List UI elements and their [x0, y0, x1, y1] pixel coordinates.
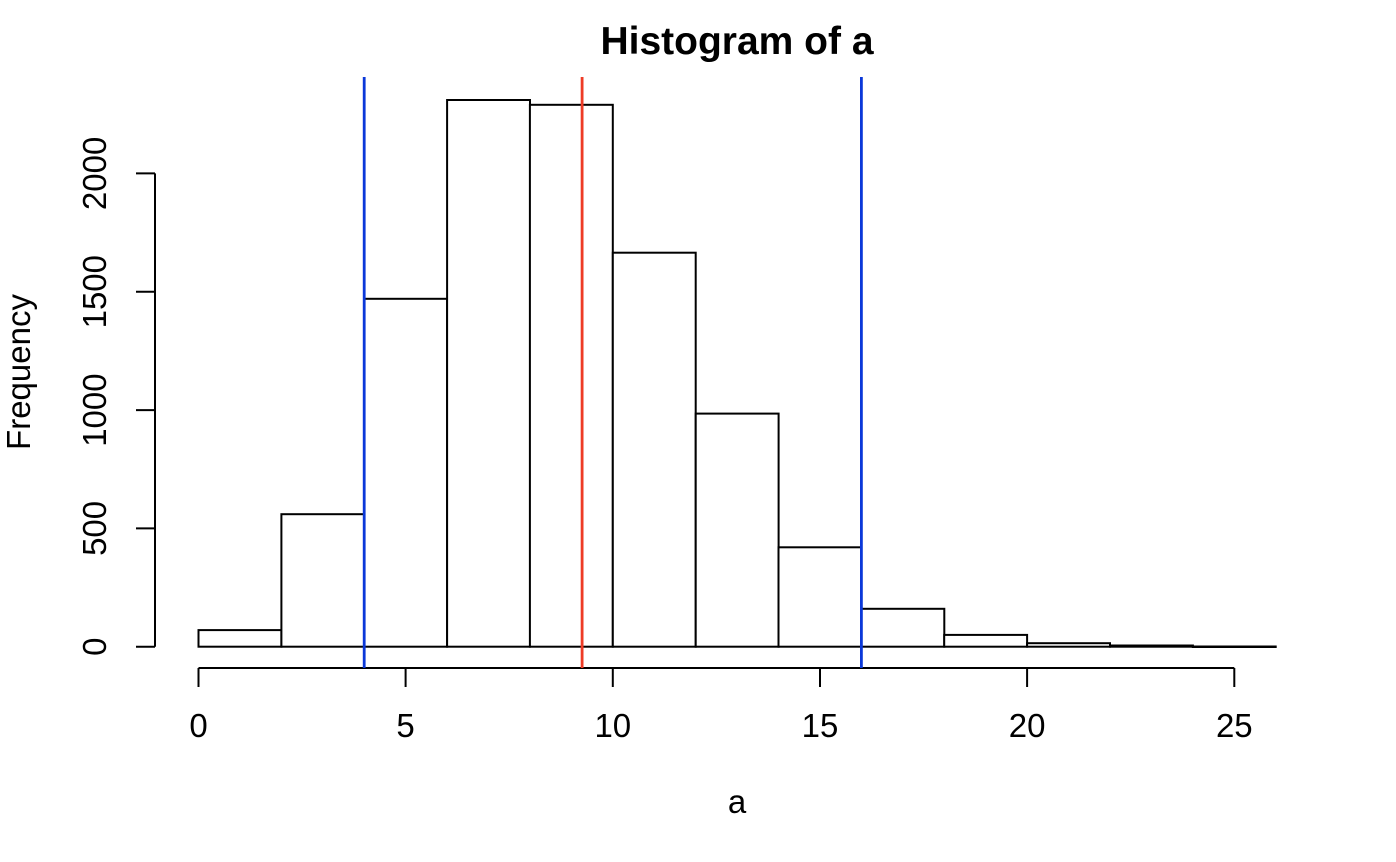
- y-axis-label: Frequency: [0, 294, 37, 450]
- histogram-bar: [363, 297, 449, 648]
- x-axis-label: a: [728, 783, 747, 820]
- histogram-bar: [446, 99, 532, 648]
- histogram-bar: [528, 103, 614, 648]
- histogram-bar: [777, 546, 863, 648]
- x-tick-label: 20: [1009, 707, 1046, 744]
- y-tick-label: 1500: [76, 255, 113, 328]
- chart-title: Histogram of a: [600, 20, 873, 63]
- axes-group: 0 5 10 15 20 25 0 500 1000 1500 2000: [76, 137, 1253, 744]
- y-tick-label: 1000: [76, 373, 113, 446]
- reference-lines-group: [362, 77, 863, 668]
- x-tick-label: 5: [396, 707, 414, 744]
- bars-group: [197, 99, 1277, 648]
- histogram-bar: [860, 607, 946, 648]
- y-tick-label: 2000: [76, 137, 113, 210]
- x-tick-label: 25: [1216, 707, 1253, 744]
- histogram-bar: [197, 629, 283, 648]
- x-tick-label: 10: [594, 707, 631, 744]
- x-tick-label: 15: [802, 707, 839, 744]
- histogram-bar: [1026, 642, 1111, 648]
- y-tick-label: 0: [76, 638, 113, 656]
- histogram-bar: [694, 412, 780, 648]
- x-tick-label: 0: [189, 707, 207, 744]
- y-tick-label: 500: [76, 501, 113, 556]
- histogram-bar: [943, 633, 1029, 648]
- histogram-bar: [280, 513, 366, 648]
- histogram-bar: [611, 251, 697, 648]
- histogram-bar: [1109, 644, 1194, 648]
- histogram-bar: [1191, 645, 1277, 648]
